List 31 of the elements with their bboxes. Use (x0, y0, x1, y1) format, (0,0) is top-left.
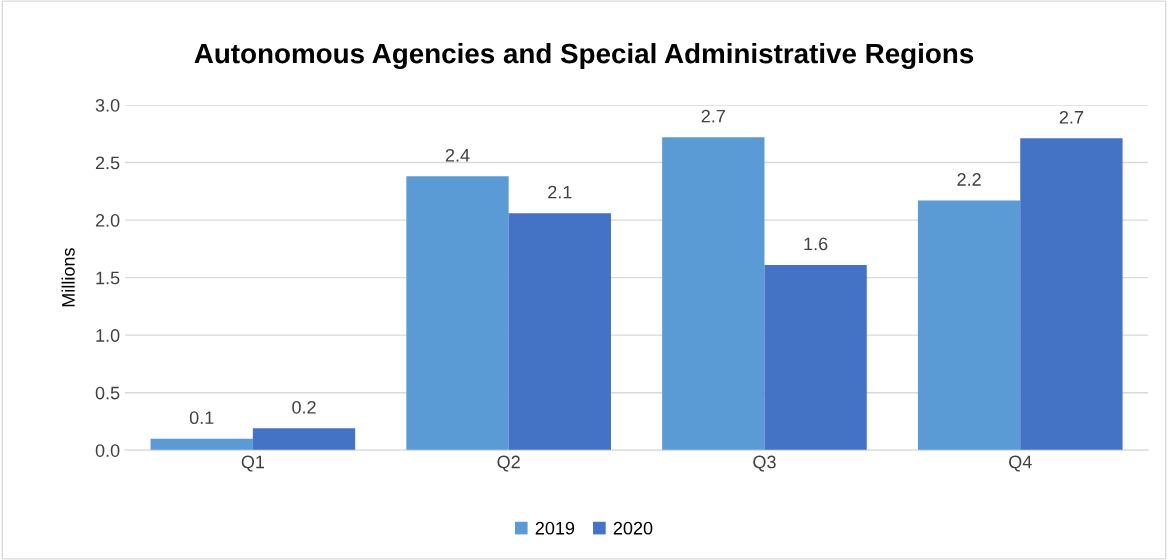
bar (917, 200, 1021, 451)
data-label: 2.1 (548, 185, 572, 199)
bar (662, 137, 765, 451)
bar (1020, 138, 1123, 451)
data-label: 0.1 (189, 411, 214, 425)
y-axis-title: Millions (61, 248, 75, 307)
y-tick-label: 1.0 (96, 329, 120, 342)
bar (150, 438, 253, 451)
data-label: 2.7 (1059, 110, 1084, 124)
bar (508, 213, 611, 451)
data-label: 0.2 (292, 400, 316, 414)
legend-label: 2019 (535, 521, 575, 535)
x-tick-label: Q1 (241, 455, 265, 472)
y-tick-label: 1.5 (96, 271, 120, 285)
y-tick-label: 2.0 (95, 214, 120, 227)
y-tick-label: 3.0 (95, 98, 120, 112)
x-tick-label: Q2 (497, 455, 520, 472)
y-tick-label: 2.5 (95, 156, 120, 170)
chart-title: Autonomous Agencies and Special Administrative Regions (194, 42, 974, 70)
x-tick-label: Q3 (753, 455, 776, 472)
legend-label: 2020 (613, 521, 653, 535)
y-tick-label: 0.0 (95, 444, 120, 457)
bar (406, 176, 509, 451)
x-tick-label: Q4 (1009, 455, 1032, 472)
bar (252, 428, 356, 451)
data-label: 1.6 (804, 237, 828, 251)
bar (764, 264, 867, 451)
data-label: 2.4 (445, 148, 470, 162)
data-label: 2.2 (957, 173, 981, 186)
data-label: 2.7 (701, 109, 725, 123)
y-tick-label: 0.5 (95, 386, 120, 400)
